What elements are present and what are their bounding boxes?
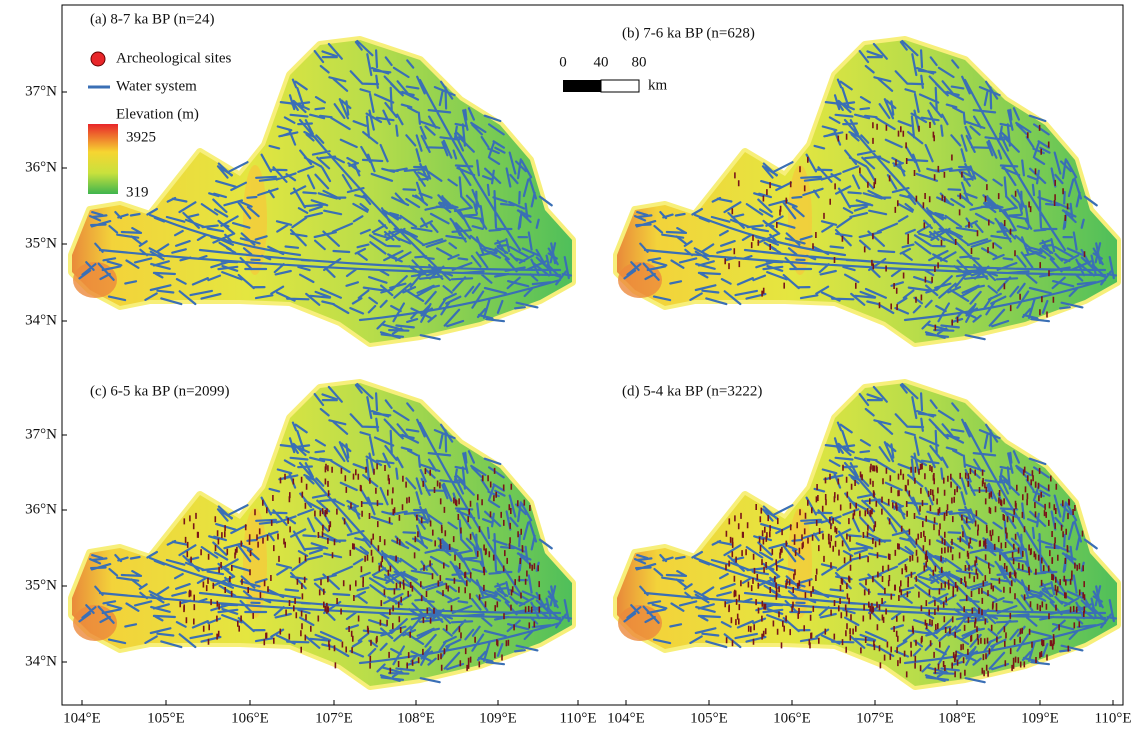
map-panels bbox=[72, 40, 1117, 686]
panel-title: (a) 8-7 ka BP (n=24) bbox=[90, 11, 215, 27]
ridge bbox=[243, 508, 267, 618]
ridge bbox=[788, 165, 812, 275]
lon-label: 105°E bbox=[147, 710, 185, 726]
lat-label: 37°N bbox=[25, 83, 57, 99]
map-figure: (a) 8-7 ka BP (n=24) (b) 7-6 ka BP (n=628… bbox=[0, 0, 1146, 731]
scale-label: 40 bbox=[594, 54, 609, 70]
lon-label: 107°E bbox=[856, 710, 894, 726]
panel-title: (b) 7-6 ka BP (n=628) bbox=[622, 25, 755, 41]
lon-label: 108°E bbox=[397, 710, 435, 726]
colorbar-label: 319 bbox=[126, 184, 149, 200]
map-panel bbox=[72, 383, 572, 686]
lat-label: 35°N bbox=[25, 577, 57, 593]
lat-label: 36°N bbox=[25, 501, 57, 517]
lat-label: 37°N bbox=[25, 426, 57, 442]
lat-label: 36°N bbox=[25, 159, 57, 175]
scale-label: 0 bbox=[559, 54, 567, 70]
legend-site-symbol bbox=[91, 52, 105, 66]
panel-title: (d) 5-4 ka BP (n=3222) bbox=[622, 383, 762, 399]
map-panel bbox=[617, 383, 1117, 686]
lon-label: 104°E bbox=[607, 710, 645, 726]
scale-bar bbox=[563, 80, 601, 92]
scale-bar bbox=[601, 80, 639, 92]
lon-label: 106°E bbox=[231, 710, 269, 726]
lon-label: 107°E bbox=[315, 710, 353, 726]
lon-label: 106°E bbox=[773, 710, 811, 726]
colorbar-label: 3925 bbox=[126, 129, 156, 145]
lat-label: 35°N bbox=[25, 235, 57, 251]
lon-label: 110°E bbox=[1094, 710, 1131, 726]
lon-label: 104°E bbox=[63, 710, 101, 726]
lon-label: 108°E bbox=[938, 710, 976, 726]
lon-label: 110°E bbox=[559, 710, 596, 726]
legend-label: Elevation (m) bbox=[116, 106, 199, 122]
scale-unit: km bbox=[648, 77, 668, 93]
legend-label: Archeological sites bbox=[116, 50, 232, 66]
lon-label: 109°E bbox=[1021, 710, 1059, 726]
lat-label: 34°N bbox=[25, 312, 57, 328]
ridge bbox=[243, 165, 267, 275]
lat-label: 34°N bbox=[25, 653, 57, 669]
colorbar bbox=[88, 124, 118, 194]
panel-title: (c) 6-5 ka BP (n=2099) bbox=[90, 383, 230, 399]
legend-label: Water system bbox=[116, 78, 197, 94]
lon-label: 109°E bbox=[479, 710, 517, 726]
scale-label: 80 bbox=[632, 54, 647, 70]
ridge bbox=[788, 508, 812, 618]
lon-label: 105°E bbox=[690, 710, 728, 726]
map-panel bbox=[617, 40, 1117, 343]
